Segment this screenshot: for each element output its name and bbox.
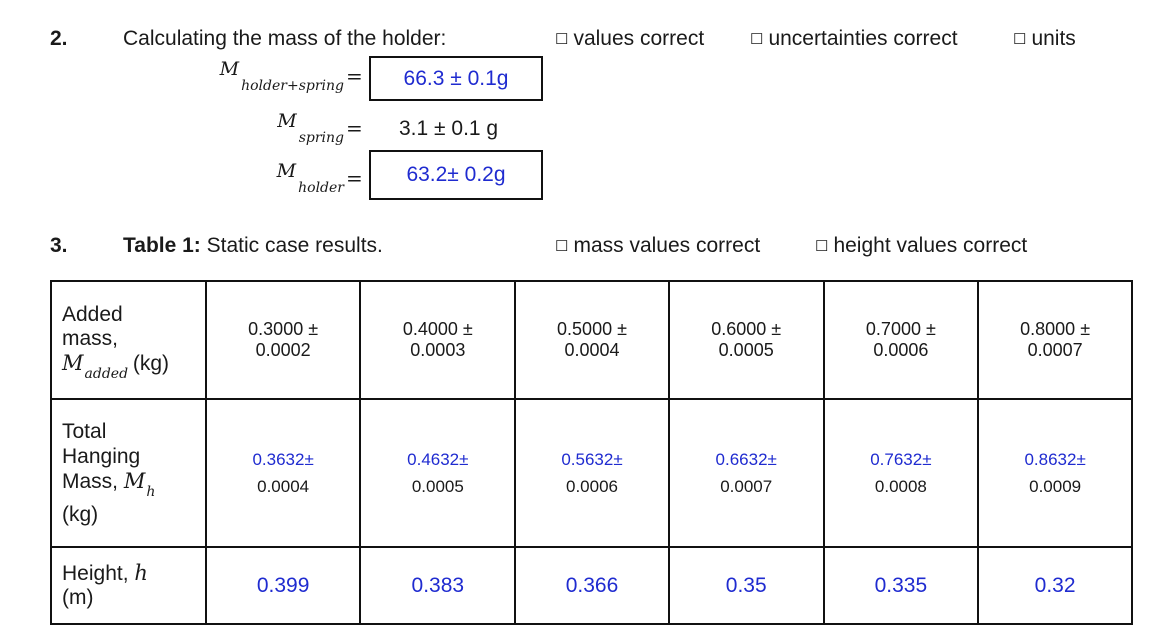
cell-uncertainty: 0.0002 — [255, 340, 311, 360]
subscript-holder-spring: holder+spring — [241, 78, 344, 94]
cell-uncertainty: 0.0007 — [720, 477, 773, 496]
checkbox-icon[interactable]: ☐ — [815, 238, 829, 255]
checkbox-label: mass values correct — [573, 234, 761, 257]
cell-value: 0.7000 ± — [865, 319, 936, 339]
cell-uncertainty: 0.0007 — [1027, 340, 1083, 360]
row-header-height: Height, h (m) — [50, 546, 207, 625]
table-cell: 0.8000 ±0.0007 — [977, 280, 1133, 400]
checkbox-units[interactable]: ☐ units — [1013, 27, 1076, 51]
table-cell: 0.4000 ±0.0003 — [359, 280, 517, 400]
table-cell: 0.3632± 0.0004 — [204, 398, 362, 548]
row-header-text: mass, — [62, 326, 119, 350]
question-2-number: 2. — [50, 27, 68, 50]
table-cell: 0.366 — [514, 546, 670, 625]
equation-holder-lhs: Mholder — [150, 160, 344, 200]
question-3-number: 3. — [50, 234, 68, 257]
row-header-text: Total — [62, 420, 107, 443]
unit-kg: (kg) — [127, 351, 170, 375]
cell-uncertainty: 0.0003 — [410, 340, 466, 360]
table-cell: 0.35 — [667, 546, 825, 625]
equals-sign: = — [346, 116, 363, 140]
equals-sign: = — [346, 166, 363, 190]
table-cell: 0.383 — [359, 546, 517, 625]
cell-value: 0.6632± — [715, 450, 777, 469]
row-header-text: Hanging — [62, 445, 141, 468]
checkbox-icon[interactable]: ☐ — [555, 238, 569, 255]
table-cell: 0.399 — [204, 546, 362, 625]
equation-spring-lhs: Mspring — [150, 110, 344, 150]
checkbox-icon[interactable]: ☐ — [1013, 31, 1027, 48]
table-cell: 0.6632± 0.0007 — [667, 398, 825, 548]
table-row: Total Hanging Mass, Mh (kg) 0.3632± 0.000… — [50, 398, 1133, 548]
table-cell: 0.7000 ±0.0006 — [822, 280, 980, 400]
table-caption: Table 1: Static case results. — [123, 234, 383, 258]
variable-m: M — [276, 160, 297, 182]
variable-m: M — [62, 350, 84, 375]
checkbox-mass-values-correct[interactable]: ☐ mass values correct — [555, 234, 760, 258]
spring-mass-value: 3.1 ± 0.1 g — [399, 117, 499, 140]
unit-kg: (kg) — [62, 503, 99, 526]
table-cell: 0.4632± 0.0005 — [359, 398, 517, 548]
table-cell: 0.32 — [977, 546, 1133, 625]
equals-sign: = — [346, 64, 363, 88]
table-cell: 0.8632± 0.0009 — [977, 398, 1133, 548]
cell-value: 0.3000 ± — [248, 319, 319, 339]
cell-value: 0.4000 ± — [402, 319, 473, 339]
cell-value: 0.8632± — [1024, 450, 1086, 469]
static-case-results-table: Added mass, Madded (kg) 0.3000 ±0.0002 0… — [50, 280, 1133, 625]
checkbox-values-correct[interactable]: ☐ values correct — [555, 27, 704, 51]
variable-m: M — [219, 58, 240, 80]
cell-value: 0.8000 ± — [1020, 319, 1091, 339]
table-cell: 0.5000 ±0.0004 — [514, 280, 670, 400]
variable-h: h — [134, 561, 148, 585]
cell-uncertainty: 0.0005 — [411, 477, 464, 496]
cell-uncertainty: 0.0005 — [718, 340, 774, 360]
cell-uncertainty: 0.0004 — [564, 340, 620, 360]
cell-value: 0.7632± — [870, 450, 932, 469]
table-caption-label: Table 1: — [123, 234, 201, 257]
equation-holder-spring-lhs: Mholder+spring — [150, 58, 344, 98]
table-cell: 0.7632± 0.0008 — [822, 398, 980, 548]
cell-uncertainty: 0.0006 — [873, 340, 929, 360]
row-header-text: Mass, — [62, 470, 124, 493]
cell-uncertainty: 0.0004 — [257, 477, 310, 496]
table-row: Added mass, Madded (kg) 0.3000 ±0.0002 0… — [50, 280, 1133, 400]
row-header-text: Height, — [62, 562, 135, 585]
checkbox-label: uncertainties correct — [768, 27, 958, 50]
variable-m: M — [123, 469, 146, 493]
checkbox-label: units — [1031, 27, 1076, 50]
checkbox-icon[interactable]: ☐ — [555, 31, 569, 48]
checkbox-label: height values correct — [833, 234, 1028, 257]
table-cell: 0.5632± 0.0006 — [514, 398, 670, 548]
checkbox-label: values correct — [573, 27, 705, 50]
checkbox-icon[interactable]: ☐ — [750, 31, 764, 48]
cell-uncertainty: 0.0008 — [874, 477, 927, 496]
checkbox-uncertainties-correct[interactable]: ☐ uncertainties correct — [750, 27, 958, 51]
cell-uncertainty: 0.0009 — [1029, 477, 1082, 496]
cell-uncertainty: 0.0006 — [566, 477, 618, 496]
question-2-title: Calculating the mass of the holder: — [123, 27, 447, 50]
subscript-holder: holder — [298, 180, 344, 196]
table-caption-text: Static case results. — [200, 234, 383, 257]
checkbox-height-values-correct[interactable]: ☐ height values correct — [815, 234, 1027, 258]
cell-value: 0.3632± — [252, 450, 314, 469]
cell-value: 0.4632± — [407, 450, 469, 469]
subscript-added: added — [84, 365, 129, 382]
cell-value: 0.5000 ± — [557, 319, 627, 339]
cell-value: 0.5632± — [561, 450, 623, 469]
unit-m: (m) — [62, 586, 94, 609]
answer-holder-mass: 63.2± 0.2g — [369, 150, 543, 200]
cell-value: 0.6000 ± — [711, 319, 782, 339]
row-header-total-hanging-mass: Total Hanging Mass, Mh (kg) — [50, 398, 207, 548]
table-cell: 0.335 — [822, 546, 980, 625]
variable-m: M — [277, 110, 297, 132]
row-header-text: Added — [62, 302, 123, 326]
subscript-spring: spring — [298, 130, 344, 146]
subscript-h: h — [146, 484, 156, 500]
table-cell: 0.6000 ±0.0005 — [667, 280, 825, 400]
row-header-added-mass: Added mass, Madded (kg) — [50, 280, 207, 400]
table-row: Height, h (m) 0.399 0.383 0.366 0.35 0.3… — [50, 546, 1133, 625]
table-cell: 0.3000 ±0.0002 — [204, 280, 362, 400]
answer-holder-spring-mass: 66.3 ± 0.1g — [369, 56, 543, 101]
